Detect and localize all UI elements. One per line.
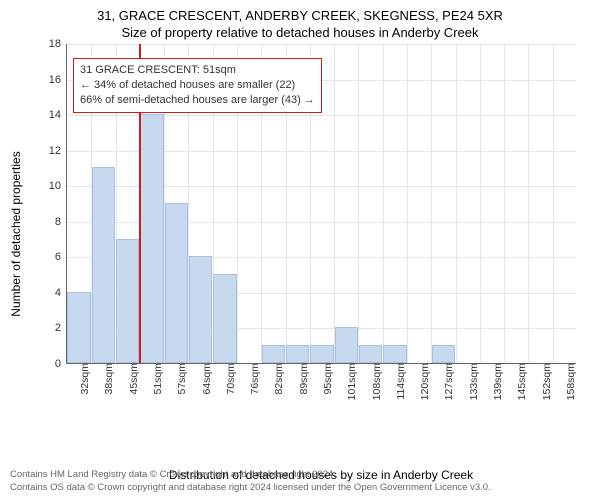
y-tick-label: 16 xyxy=(49,74,67,86)
y-tick-label: 14 xyxy=(49,109,67,121)
x-tick-label: 89sqm xyxy=(294,363,310,395)
histogram-bar xyxy=(383,345,406,363)
annotation-line3: 66% of semi-detached houses are larger (… xyxy=(80,93,315,108)
histogram-bar xyxy=(92,167,115,363)
histogram-bar xyxy=(432,345,455,363)
footnote: Contains HM Land Registry data © Crown c… xyxy=(10,469,590,494)
chart-title-line2: Size of property relative to detached ho… xyxy=(10,25,590,40)
x-tick-label: 57sqm xyxy=(172,363,188,395)
gridline-v xyxy=(553,44,554,363)
x-tick-label: 32sqm xyxy=(75,363,91,395)
gridline-v xyxy=(480,44,481,363)
gridline-v xyxy=(528,44,529,363)
x-tick-label: 145sqm xyxy=(512,363,528,400)
gridline-v xyxy=(504,44,505,363)
y-tick-label: 6 xyxy=(55,251,67,263)
gridline-v xyxy=(383,44,384,363)
chart-title-line1: 31, GRACE CRESCENT, ANDERBY CREEK, SKEGN… xyxy=(10,8,590,23)
footnote-line1: Contains HM Land Registry data © Crown c… xyxy=(10,469,590,481)
histogram-bar xyxy=(359,345,382,363)
annotation-line2: ← 34% of detached houses are smaller (22… xyxy=(80,78,315,93)
histogram-bar xyxy=(67,292,90,363)
y-tick-label: 18 xyxy=(49,38,67,50)
y-tick-label: 12 xyxy=(49,145,67,157)
x-tick-label: 139sqm xyxy=(488,363,504,400)
x-tick-label: 120sqm xyxy=(415,363,431,400)
gridline-h xyxy=(67,44,576,45)
y-tick-label: 0 xyxy=(55,358,67,370)
gridline-v xyxy=(431,44,432,363)
footnote-line2: Contains OS data © Crown copyright and d… xyxy=(10,482,590,494)
x-tick-label: 108sqm xyxy=(367,363,383,400)
x-tick-label: 158sqm xyxy=(561,363,577,400)
x-tick-label: 133sqm xyxy=(464,363,480,400)
chart-area: Number of detached properties 0246810121… xyxy=(30,44,590,424)
gridline-v xyxy=(334,44,335,363)
annotation-box: 31 GRACE CRESCENT: 51sqm ← 34% of detach… xyxy=(73,58,322,113)
x-tick-label: 95sqm xyxy=(318,363,334,395)
y-tick-label: 8 xyxy=(55,216,67,228)
x-tick-label: 45sqm xyxy=(124,363,140,395)
x-tick-label: 38sqm xyxy=(99,363,115,395)
y-tick-label: 2 xyxy=(55,322,67,334)
histogram-bar xyxy=(335,327,358,363)
annotation-line1: 31 GRACE CRESCENT: 51sqm xyxy=(80,63,315,78)
chart-container: 31, GRACE CRESCENT, ANDERBY CREEK, SKEGN… xyxy=(0,0,600,500)
histogram-bar xyxy=(189,256,212,363)
x-tick-label: 114sqm xyxy=(391,363,407,400)
x-tick-label: 51sqm xyxy=(148,363,164,395)
y-tick-label: 10 xyxy=(49,180,67,192)
x-tick-label: 64sqm xyxy=(197,363,213,395)
plot-region: 02468101214161832sqm38sqm45sqm51sqm57sqm… xyxy=(66,44,576,364)
y-tick-label: 4 xyxy=(55,287,67,299)
x-tick-label: 152sqm xyxy=(537,363,553,400)
x-tick-label: 101sqm xyxy=(342,363,358,400)
x-tick-label: 127sqm xyxy=(439,363,455,400)
histogram-bar xyxy=(140,114,163,363)
y-axis-label: Number of detached properties xyxy=(9,151,23,316)
gridline-v xyxy=(358,44,359,363)
gridline-v xyxy=(407,44,408,363)
histogram-bar xyxy=(310,345,333,363)
x-tick-label: 82sqm xyxy=(269,363,285,395)
histogram-bar xyxy=(286,345,309,363)
gridline-v xyxy=(456,44,457,363)
histogram-bar xyxy=(262,345,285,363)
x-tick-label: 76sqm xyxy=(245,363,261,395)
x-tick-label: 70sqm xyxy=(221,363,237,395)
histogram-bar xyxy=(116,239,139,363)
histogram-bar xyxy=(213,274,236,363)
histogram-bar xyxy=(165,203,188,363)
